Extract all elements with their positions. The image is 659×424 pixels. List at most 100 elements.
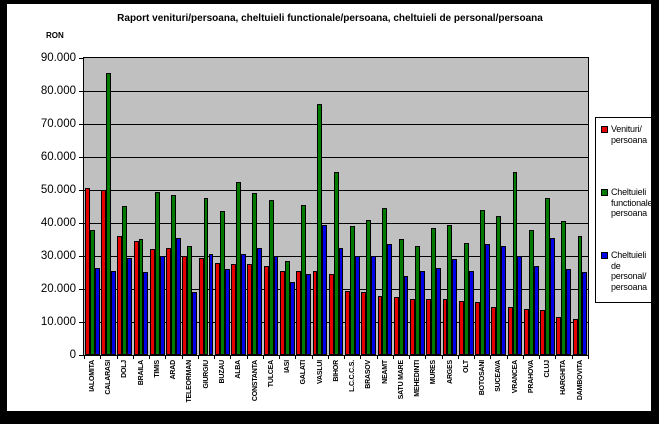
bar-venituri-ialomita — [84, 188, 90, 355]
bar-venituri-arad — [166, 248, 172, 355]
y-tick-mark — [79, 190, 84, 191]
bar-cheltuieli-de-personal-dolj — [127, 258, 133, 355]
y-tick-mark — [79, 223, 84, 224]
x-category-label: SUCEAVA — [495, 360, 503, 392]
bar-cheltuieli-functionale-suceava — [496, 216, 502, 355]
x-category-label: PRAHOVA — [527, 360, 535, 394]
bar-cheltuieli-de-personal-ialomita — [94, 268, 100, 355]
x-category-label: ALBA — [235, 360, 243, 379]
bar-cheltuieli-de-personal-calarasi — [110, 271, 116, 355]
x-category-label: ARGES — [446, 360, 454, 384]
bar-cheltuieli-functionale-galati — [301, 205, 307, 355]
gridline — [84, 157, 588, 158]
bar-cheltuieli-functionale-teleorman — [187, 246, 193, 355]
bar-cheltuieli-de-personal-arges — [452, 259, 458, 355]
bar-cheltuieli-de-personal-olt — [468, 271, 474, 355]
bar-cheltuieli-functionale-prahova — [528, 230, 534, 355]
y-tick-label: 70.000 — [40, 117, 76, 130]
x-category-label: VRANCEA — [511, 360, 519, 394]
y-tick-mark — [79, 91, 84, 92]
bar-cheltuieli-de-personal-timis — [159, 256, 165, 355]
bar-cheltuieli-functionale-giurgiu — [203, 198, 209, 355]
bar-cheltuieli-functionale-tulcea — [268, 200, 274, 355]
legend-marker-icon — [601, 252, 608, 259]
bar-cheltuieli-de-personal-buzau — [224, 269, 230, 355]
bar-cheltuieli-de-personal-teleorman — [192, 292, 198, 355]
x-category-label: TIMIS — [153, 360, 161, 378]
bar-cheltuieli-de-personal-brasov — [371, 256, 376, 355]
bar-venituri-calarasi — [101, 190, 107, 355]
y-tick-label: 60.000 — [40, 150, 76, 163]
bar-venituri-cluj — [540, 310, 546, 355]
bar-venituri-prahova — [523, 309, 529, 355]
bar-cheltuieli-de-personal-cluj — [549, 238, 555, 355]
legend-item: Venituri/persoana — [596, 124, 651, 149]
bar-venituri-giurgiu — [198, 258, 204, 355]
legend-label: Venituri/persoana — [611, 124, 647, 145]
x-tick-mark — [181, 356, 183, 359]
x-tick-mark — [214, 356, 216, 359]
x-tick-mark — [571, 356, 573, 359]
x-category-label: CALARASI — [105, 360, 113, 395]
bar-venituri-l-c-c-c-s- — [345, 291, 350, 355]
bar-cheltuieli-de-personal-vrancea — [517, 256, 523, 355]
x-tick-mark — [588, 356, 589, 359]
bar-cheltuieli-de-personal-braila — [143, 272, 149, 355]
x-category-label: BOTOSANI — [479, 360, 487, 396]
bar-venituri-harghita — [556, 317, 562, 355]
x-category-label: TULCEA — [267, 360, 275, 388]
x-tick-mark — [295, 356, 297, 359]
bar-cheltuieli-functionale-harghita — [561, 221, 567, 355]
bar-cheltuieli-de-personal-vaslui — [322, 225, 328, 355]
bar-cheltuieli-de-personal-galati — [306, 274, 311, 355]
x-category-label: OLT — [462, 360, 470, 373]
x-tick-mark — [116, 356, 118, 359]
bar-venituri-mehedinti — [410, 299, 415, 355]
bar-cheltuieli-de-personal-mehedinti — [419, 271, 425, 355]
gridline — [84, 124, 588, 125]
bar-cheltuieli-functionale-ialomita — [89, 230, 95, 355]
y-tick-mark — [79, 355, 84, 356]
x-tick-mark — [490, 356, 492, 359]
bar-cheltuieli-functionale-cluj — [545, 198, 550, 355]
x-category-label: MURES — [430, 360, 438, 385]
bar-cheltuieli-functionale-botosani — [479, 210, 485, 355]
x-tick-mark — [327, 356, 329, 359]
chart-title: Raport venituri/persoana, cheltuieli fun… — [117, 13, 543, 24]
x-tick-mark — [279, 356, 281, 359]
bar-venituri-constanta — [247, 264, 253, 355]
y-tick-label: 40.000 — [40, 216, 76, 229]
legend-label: Cheltuieli functionale/persoana — [611, 187, 655, 218]
bar-venituri-galati — [296, 271, 302, 355]
bar-venituri-dolj — [117, 236, 123, 355]
bar-cheltuieli-functionale-mehedinti — [414, 246, 420, 355]
x-tick-mark — [84, 356, 85, 359]
x-category-label: L.C.C.C.S. — [349, 360, 357, 392]
x-category-label: NEAMT — [381, 360, 389, 384]
bar-venituri-arges — [442, 299, 448, 355]
bar-cheltuieli-de-personal-arad — [175, 238, 181, 355]
x-category-label: SATU MARE — [397, 360, 405, 400]
y-tick-mark — [79, 157, 84, 158]
x-tick-mark — [132, 356, 134, 359]
x-category-label: MEHEDINTI — [414, 360, 422, 397]
bar-cheltuieli-de-personal-constanta — [257, 248, 263, 355]
x-category-label: BRAILA — [137, 360, 145, 386]
x-tick-mark — [441, 356, 443, 359]
bar-cheltuieli-de-personal-tulcea — [273, 256, 279, 355]
x-tick-mark — [425, 356, 427, 359]
x-tick-mark — [262, 356, 264, 359]
bar-venituri-neamt — [377, 296, 383, 355]
x-tick-mark — [457, 356, 459, 359]
x-category-label: VASLUI — [316, 360, 324, 384]
bar-venituri-braila — [133, 241, 139, 355]
x-category-label: DOLJ — [121, 360, 129, 378]
bar-cheltuieli-de-personal-harghita — [566, 269, 572, 355]
x-category-label: IALOMITA — [88, 360, 96, 392]
bar-cheltuieli-functionale-olt — [463, 243, 469, 355]
bar-cheltuieli-de-personal-suceava — [501, 246, 507, 355]
bar-cheltuieli-de-personal-botosani — [484, 244, 490, 355]
bar-cheltuieli-functionale-satu-mare — [398, 239, 404, 355]
bar-cheltuieli-de-personal-l-c-c-c-s- — [354, 256, 360, 355]
